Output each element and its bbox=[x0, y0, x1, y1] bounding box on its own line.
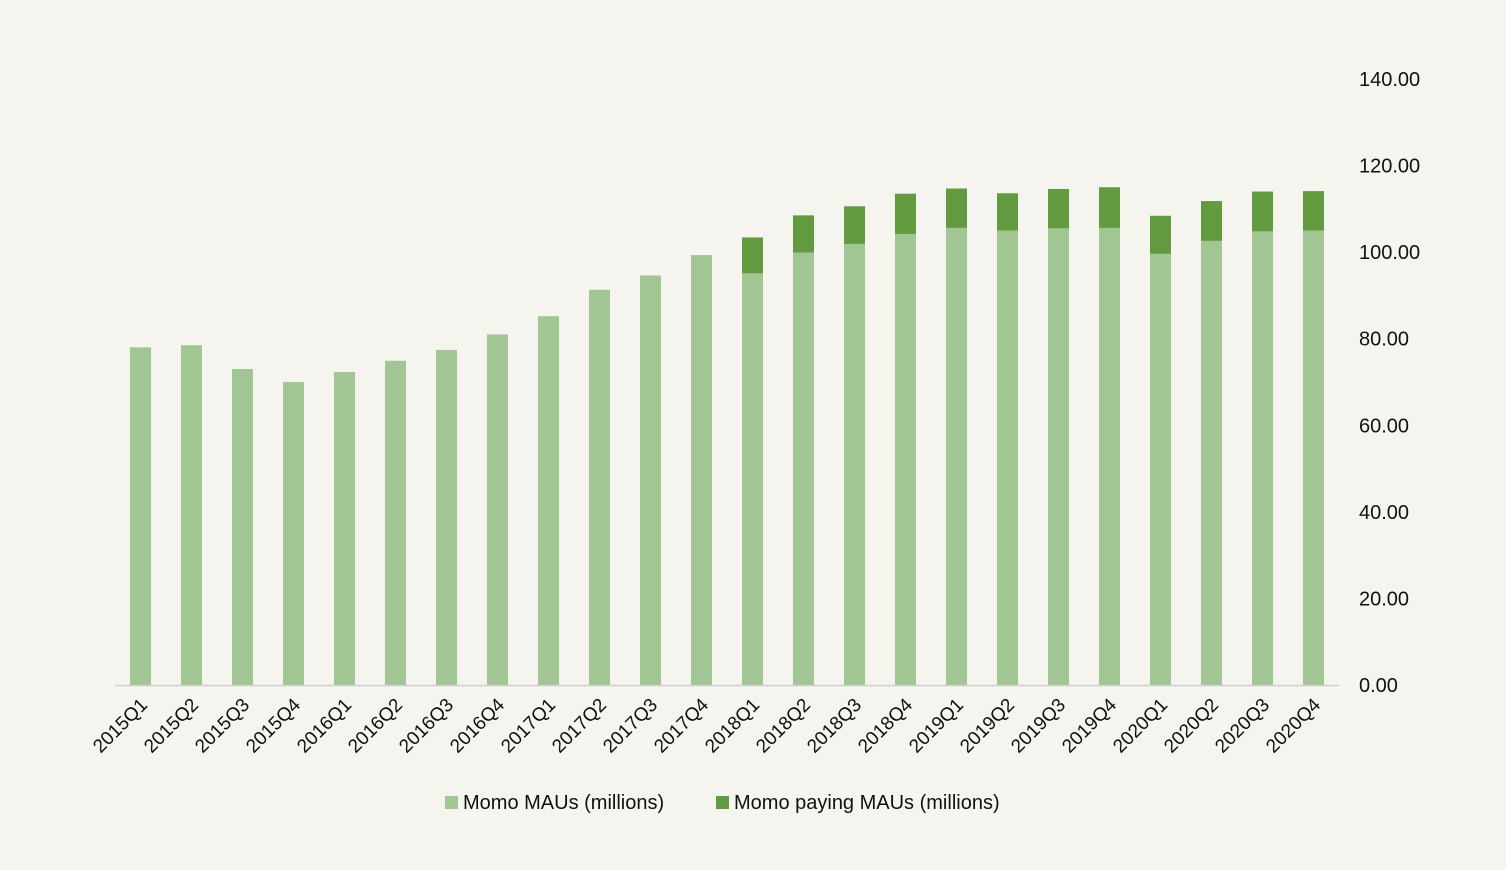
bar-maus-2016Q3 bbox=[436, 349, 457, 685]
bar-paying-maus-2019Q4 bbox=[1099, 187, 1120, 228]
legend-item-maus: Momo MAUs (millions) bbox=[445, 792, 664, 814]
x-tick-label-2020Q3: 2020Q3 bbox=[1211, 695, 1274, 758]
y-tick-label: 40.00 bbox=[1359, 502, 1409, 524]
x-tick-label-2016Q4: 2016Q4 bbox=[446, 694, 509, 757]
bar-maus-2017Q3 bbox=[640, 275, 661, 685]
x-tick-label-2018Q4: 2018Q4 bbox=[854, 694, 917, 757]
bar-maus-2015Q1 bbox=[130, 347, 151, 685]
bar-maus-2019Q2 bbox=[997, 230, 1018, 685]
x-tick-label-2015Q2: 2015Q2 bbox=[140, 695, 203, 758]
legend-label-maus: Momo MAUs (millions) bbox=[463, 792, 664, 814]
x-tick-label-2015Q3: 2015Q3 bbox=[191, 695, 254, 758]
x-tick-label-2015Q1: 2015Q1 bbox=[89, 695, 152, 758]
x-tick-label-2016Q1: 2016Q1 bbox=[293, 695, 356, 758]
bar-paying-maus-2020Q3 bbox=[1252, 191, 1273, 232]
x-tick-label-2017Q4: 2017Q4 bbox=[650, 694, 713, 757]
legend-label-paying-maus: Momo paying MAUs (millions) bbox=[734, 792, 1000, 814]
y-tick-label: 140.00 bbox=[1359, 69, 1420, 91]
bar-maus-2017Q4 bbox=[691, 255, 712, 686]
x-tick-label-2017Q1: 2017Q1 bbox=[497, 695, 560, 758]
bar-paying-maus-2019Q1 bbox=[946, 188, 967, 228]
bar-paying-maus-2020Q1 bbox=[1150, 215, 1171, 254]
bar-maus-2020Q2 bbox=[1201, 240, 1222, 685]
bar-maus-2018Q1 bbox=[742, 273, 763, 685]
bar-maus-2020Q4 bbox=[1303, 230, 1324, 685]
bar-maus-2016Q4 bbox=[487, 334, 508, 685]
x-tick-label-2018Q2: 2018Q2 bbox=[752, 695, 815, 758]
bar-maus-2018Q4 bbox=[895, 233, 916, 685]
bar-maus-2019Q4 bbox=[1099, 227, 1120, 685]
bars-layer bbox=[130, 187, 1324, 686]
x-tick-label-2017Q3: 2017Q3 bbox=[599, 695, 662, 758]
bar-paying-maus-2020Q2 bbox=[1201, 201, 1222, 241]
x-tick-label-2018Q1: 2018Q1 bbox=[701, 695, 764, 758]
y-tick-label: 20.00 bbox=[1359, 588, 1409, 610]
x-tick-label-2020Q2: 2020Q2 bbox=[1160, 695, 1223, 758]
bar-maus-2017Q1 bbox=[538, 316, 559, 685]
bar-maus-2019Q3 bbox=[1048, 228, 1069, 685]
bar-paying-maus-2018Q4 bbox=[895, 193, 916, 234]
legend-item-paying-maus: Momo paying MAUs (millions) bbox=[716, 792, 1000, 814]
y-tick-label: 100.00 bbox=[1359, 242, 1420, 264]
bar-paying-maus-2018Q2 bbox=[793, 215, 814, 253]
bar-paying-maus-2019Q2 bbox=[997, 193, 1018, 231]
y-tick-label: 60.00 bbox=[1359, 415, 1409, 437]
bar-maus-2018Q2 bbox=[793, 252, 814, 685]
x-tick-label-2020Q4: 2020Q4 bbox=[1262, 694, 1325, 757]
x-tick-label-2016Q2: 2016Q2 bbox=[344, 695, 407, 758]
legend: Momo MAUs (millions) Momo paying MAUs (mi… bbox=[445, 792, 1000, 814]
x-tick-label-2015Q4: 2015Q4 bbox=[242, 694, 305, 757]
y-tick-label: 120.00 bbox=[1359, 156, 1420, 178]
x-tick-label-2019Q2: 2019Q2 bbox=[956, 695, 1019, 758]
x-tick-label-2019Q3: 2019Q3 bbox=[1007, 695, 1070, 758]
bar-maus-2015Q3 bbox=[232, 369, 253, 685]
bar-maus-2019Q1 bbox=[946, 227, 967, 685]
bar-maus-2015Q2 bbox=[181, 345, 202, 685]
x-tick-label-2016Q3: 2016Q3 bbox=[395, 695, 458, 758]
bar-maus-2020Q1 bbox=[1150, 253, 1171, 685]
x-tick-label-2019Q4: 2019Q4 bbox=[1058, 694, 1121, 757]
bar-paying-maus-2018Q3 bbox=[844, 206, 865, 244]
bar-paying-maus-2019Q3 bbox=[1048, 188, 1069, 229]
y-axis-ticks: 0.00 20.00 40.00 60.00 80.00 100.00 120.00 140.… bbox=[1359, 69, 1420, 697]
bar-maus-2018Q3 bbox=[844, 243, 865, 686]
bar-maus-2015Q4 bbox=[283, 382, 304, 685]
bar-maus-2020Q3 bbox=[1252, 231, 1273, 685]
x-tick-label-2020Q1: 2020Q1 bbox=[1109, 695, 1172, 758]
x-tick-label-2019Q1: 2019Q1 bbox=[905, 695, 968, 758]
y-tick-label: 80.00 bbox=[1359, 329, 1409, 351]
x-axis-ticks: 2015Q12015Q22015Q32015Q42016Q12016Q22016… bbox=[89, 694, 1325, 757]
x-tick-label-2018Q3: 2018Q3 bbox=[803, 695, 866, 758]
bar-maus-2016Q2 bbox=[385, 360, 406, 685]
legend-swatch-maus bbox=[445, 796, 458, 809]
bar-paying-maus-2020Q4 bbox=[1303, 191, 1324, 231]
bar-maus-2016Q1 bbox=[334, 372, 355, 685]
y-tick-label: 0.00 bbox=[1359, 675, 1398, 697]
legend-swatch-paying-maus bbox=[716, 796, 729, 809]
bar-maus-2017Q2 bbox=[589, 289, 610, 685]
x-tick-label-2017Q2: 2017Q2 bbox=[548, 695, 611, 758]
bar-paying-maus-2018Q1 bbox=[742, 237, 763, 274]
